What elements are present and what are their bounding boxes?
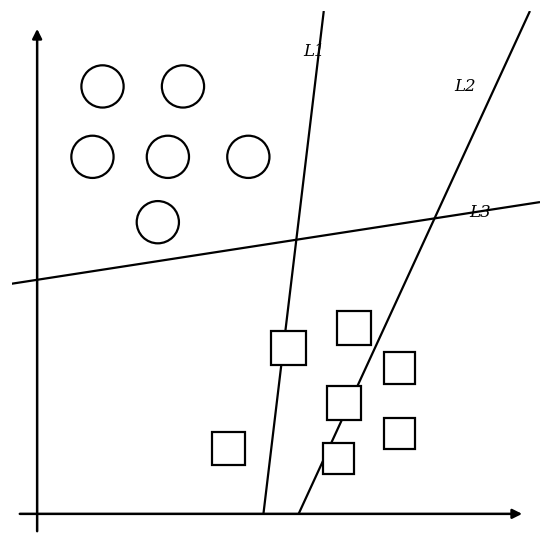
Circle shape [162,65,204,108]
Text: L3: L3 [469,204,491,221]
Circle shape [137,201,179,243]
Bar [384,353,415,383]
Circle shape [71,136,114,178]
Bar [323,443,354,474]
Circle shape [227,136,269,178]
Text: L1: L1 [303,43,325,60]
Circle shape [147,136,189,178]
Bar [337,311,371,345]
Bar [384,418,415,449]
Bar [272,331,306,365]
Bar [212,432,245,465]
Text: L2: L2 [454,78,475,95]
Bar [327,386,361,420]
Circle shape [81,65,124,108]
